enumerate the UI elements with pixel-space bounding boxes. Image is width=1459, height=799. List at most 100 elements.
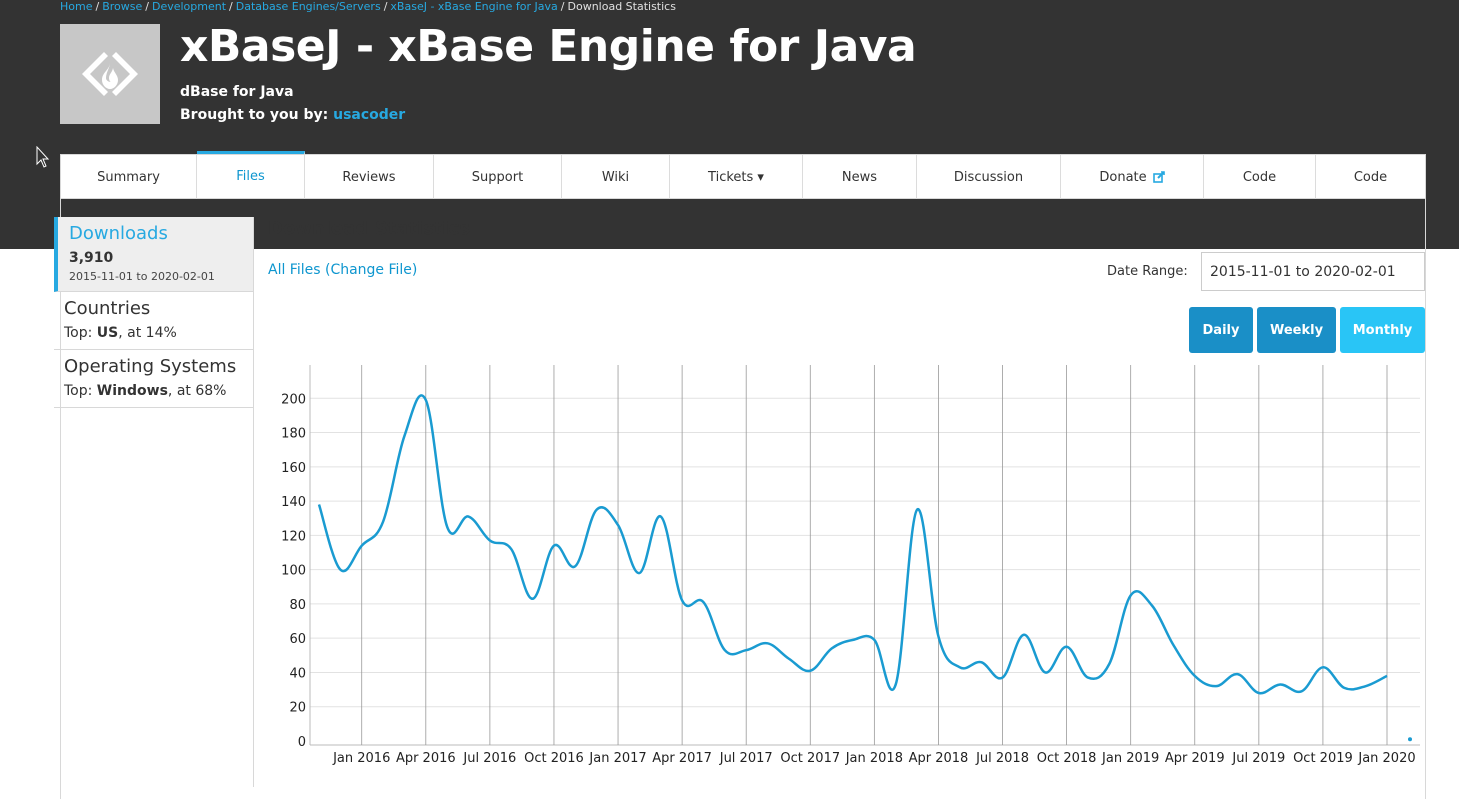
- x-tick-label: Oct 2019: [1293, 751, 1353, 766]
- downloads-series-line: [317, 394, 1388, 695]
- tab-files-label: Files: [236, 169, 265, 184]
- tab-donate[interactable]: Donate: [1061, 155, 1204, 199]
- tab-code-1[interactable]: Code: [1204, 155, 1316, 199]
- tab-code-label: Code: [1242, 169, 1277, 185]
- downloads-total: 3,910: [69, 250, 114, 266]
- monthly-button[interactable]: Monthly: [1340, 307, 1425, 353]
- countries-top-value: US: [96, 325, 119, 341]
- breadcrumb-separator: /: [95, 0, 100, 13]
- y-tick-label: 200: [281, 392, 306, 407]
- tab-wiki-label: Wiki: [601, 169, 630, 185]
- x-tick-label: Oct 2017: [780, 751, 840, 766]
- x-tick-label: Jul 2019: [1231, 751, 1285, 766]
- y-tick-label: 80: [289, 598, 306, 613]
- chart-x-axis: Jan 2016 Apr 2016 Jul 2016 Oct 2016 Jan 2017…: [332, 751, 1416, 766]
- downloads-chart: 0 20 40 60 80 100 120 140 160 180 200 Jan 2016 Apr …: [281, 365, 1420, 766]
- content-frame: [60, 199, 1426, 799]
- x-tick-label: Jan 2018: [845, 751, 903, 766]
- os-top-label: Top:: [64, 383, 93, 399]
- breadcrumb-separator: /: [229, 0, 233, 13]
- os-top: Top: Windows, at 68%: [64, 383, 243, 399]
- sidebar-countries[interactable]: Countries Top: US, at 14%: [54, 292, 253, 350]
- y-tick-label: 180: [281, 427, 306, 442]
- x-tick-label: Apr 2018: [909, 751, 969, 766]
- tab-code-2[interactable]: Code: [1316, 155, 1425, 199]
- chart-grid-x: [309, 365, 1420, 746]
- project-tabs: Summary Files Reviews Support Wiki Ticke…: [60, 151, 1426, 199]
- tab-summary-label: Summary: [97, 169, 160, 185]
- chart-grid-y: [310, 397, 1420, 708]
- brought-by-label: Brought to you by:: [180, 107, 329, 123]
- tab-donate-label: Donate: [1099, 169, 1147, 185]
- x-tick-label: Apr 2016: [396, 751, 456, 766]
- breadcrumb: Home / Browse / Development / Database Engines…: [60, 0, 676, 13]
- x-tick-label: Jan 2020: [1357, 751, 1415, 766]
- breadcrumb-separator: /: [383, 0, 388, 13]
- sidebar-countries-title: Countries: [64, 298, 151, 319]
- external-edit-icon: [1152, 171, 1165, 183]
- breadcrumb-project[interactable]: xBaseJ - xBase Engine for Java: [390, 0, 558, 13]
- tab-reviews-label: Reviews: [342, 169, 396, 185]
- data-point[interactable]: [1408, 737, 1412, 742]
- daily-button[interactable]: Daily: [1189, 307, 1253, 353]
- breadcrumb-browse[interactable]: Browse: [102, 0, 143, 13]
- y-tick-label: 140: [281, 495, 306, 510]
- x-tick-label: Jul 2018: [975, 751, 1029, 766]
- countries-top: Top: US, at 14%: [64, 325, 243, 341]
- project-summary: dBase for Java: [180, 84, 294, 100]
- date-range-label: Date Range:: [1107, 264, 1188, 279]
- stats-sidebar: Downloads 3,910 2015-11-01 to 2020-02-01…: [54, 217, 254, 787]
- tab-reviews[interactable]: Reviews: [305, 155, 434, 199]
- tab-discussion[interactable]: Discussion: [917, 155, 1061, 199]
- tab-tickets[interactable]: Tickets ▾: [670, 155, 803, 199]
- x-tick-label: Jan 2019: [1101, 751, 1159, 766]
- x-tick-label: Jul 2017: [719, 751, 773, 766]
- sidebar-os-title: Operating Systems: [64, 356, 237, 377]
- y-tick-label: 120: [281, 529, 306, 544]
- x-tick-label: Jul 2016: [462, 751, 516, 766]
- x-tick-label: Oct 2016: [524, 751, 584, 766]
- os-top-suffix: , at 68%: [167, 383, 227, 399]
- breadcrumb-separator: /: [560, 0, 565, 13]
- x-tick-label: Jan 2017: [588, 751, 646, 766]
- sidebar-os[interactable]: Operating Systems Top: Windows, at 68%: [54, 350, 253, 408]
- weekly-button[interactable]: Weekly: [1257, 307, 1336, 353]
- tab-support[interactable]: Support: [434, 155, 562, 199]
- author-link[interactable]: usacoder: [333, 107, 406, 123]
- breadcrumb-development[interactable]: Development: [151, 0, 227, 13]
- change-file-link[interactable]: All Files (Change File): [268, 262, 418, 278]
- tab-news[interactable]: News: [803, 155, 917, 199]
- x-tick-label: Apr 2017: [652, 751, 712, 766]
- mouse-cursor-icon: [36, 146, 50, 168]
- x-tick-label: Jan 2016: [332, 751, 390, 766]
- sidebar-downloads-title: Downloads: [69, 223, 168, 244]
- date-range-input[interactable]: [1201, 252, 1425, 291]
- tab-tickets-label: Tickets ▾: [708, 169, 764, 185]
- sourceforge-logo-icon: [82, 52, 138, 96]
- countries-top-suffix: , at 14%: [118, 325, 177, 341]
- tab-code-label: Code: [1353, 169, 1388, 185]
- tab-wiki[interactable]: Wiki: [562, 155, 670, 199]
- y-tick-label: 100: [281, 564, 306, 579]
- tab-summary[interactable]: Summary: [61, 155, 197, 199]
- downloads-range: 2015-11-01 to 2020-02-01: [69, 270, 215, 283]
- tab-files[interactable]: Files: [197, 151, 305, 199]
- x-tick-label: Apr 2019: [1165, 751, 1225, 766]
- breadcrumb-home[interactable]: Home: [60, 0, 93, 13]
- y-tick-label: 40: [289, 666, 306, 681]
- chart-y-axis: 0 20 40 60 80 100 120 140 160 180 200: [281, 392, 306, 750]
- y-tick-label: 20: [289, 701, 306, 716]
- tab-discussion-label: Discussion: [953, 169, 1024, 185]
- sidebar-downloads[interactable]: Downloads 3,910 2015-11-01 to 2020-02-01: [54, 217, 253, 292]
- project-title: xBaseJ - xBase Engine for Java: [180, 21, 917, 72]
- breadcrumb-database-engines[interactable]: Database Engines/Servers: [235, 0, 381, 13]
- y-tick-label: 160: [281, 461, 306, 476]
- chart-series: [317, 394, 1412, 742]
- breadcrumb-current: Download Statistics: [567, 0, 676, 13]
- y-tick-label: 60: [289, 632, 306, 647]
- project-logo[interactable]: [60, 24, 160, 124]
- y-tick-label: 0: [298, 735, 306, 750]
- x-tick-label: Oct 2018: [1037, 751, 1097, 766]
- tab-news-label: News: [841, 169, 878, 185]
- project-header: Home / Browse / Development / Database Engines…: [0, 0, 1459, 249]
